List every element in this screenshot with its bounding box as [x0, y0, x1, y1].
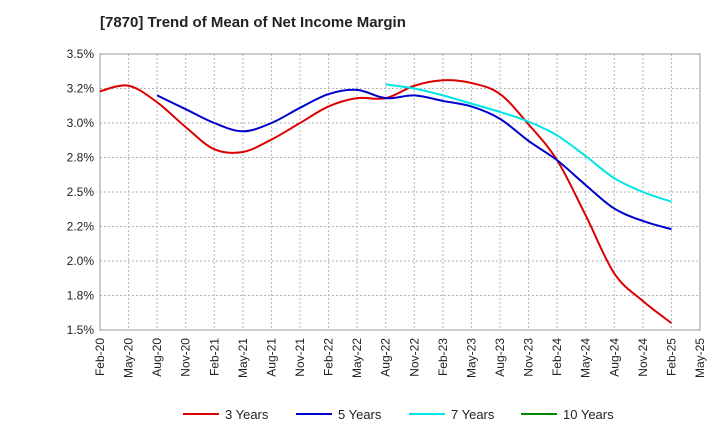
x-tick-label: May-25 [693, 338, 707, 378]
chart-title: [7870] Trend of Mean of Net Income Margi… [100, 14, 406, 31]
x-tick-label: Feb-21 [207, 338, 221, 376]
y-tick-label: 3.2% [67, 82, 95, 96]
x-tick-label: Aug-20 [150, 338, 164, 377]
legend-label-3-years: 3 Years [225, 407, 269, 422]
x-tick-label: Aug-22 [379, 338, 393, 377]
y-tick-label: 2.2% [67, 220, 95, 234]
plot-area [99, 53, 701, 331]
y-tick-label: 3.5% [67, 47, 95, 61]
x-tick-label: May-23 [464, 338, 478, 378]
legend-label-7-years: 7 Years [451, 407, 495, 422]
x-tick-label: Aug-23 [493, 338, 507, 377]
x-tick-label: Aug-24 [607, 338, 621, 377]
x-tick-label: May-24 [579, 338, 593, 378]
series-lines [99, 79, 673, 324]
x-tick-label: Feb-20 [93, 338, 107, 376]
y-axis: 1.5% 1.8% 2.0% 2.2% 2.5% 2.8% 3.0% 3.2% 3.5% [67, 47, 95, 337]
x-tick-label: Nov-23 [522, 338, 536, 377]
grid [99, 53, 701, 331]
x-tick-label: Feb-25 [664, 338, 678, 376]
y-tick-label: 1.5% [67, 323, 95, 337]
x-tick-label: Nov-21 [293, 338, 307, 377]
x-tick-label: Nov-20 [179, 338, 193, 377]
x-axis: Feb-20 May-20 Aug-20 Nov-20 Feb-21 May-21 Aug-… [93, 338, 707, 378]
legend: 3 Years 5 Years 7 Years 10 Years [183, 407, 614, 422]
x-tick-label: May-22 [350, 338, 364, 378]
x-tick-label: May-21 [236, 338, 250, 378]
x-tick-label: Nov-22 [407, 338, 421, 377]
legend-label-5-years: 5 Years [338, 407, 382, 422]
x-tick-label: Feb-23 [436, 338, 450, 376]
x-tick-label: Nov-24 [636, 338, 650, 377]
x-tick-label: Aug-21 [264, 338, 278, 377]
y-tick-label: 1.8% [67, 289, 95, 303]
y-tick-label: 3.0% [67, 116, 95, 130]
x-tick-label: May-20 [122, 338, 136, 378]
x-tick-label: Feb-22 [322, 338, 336, 376]
y-tick-label: 2.0% [67, 254, 95, 268]
legend-label-10-years: 10 Years [563, 407, 614, 422]
x-tick-label: Feb-24 [550, 338, 564, 376]
series-line-5-years [156, 88, 672, 231]
y-tick-label: 2.8% [67, 151, 95, 165]
series-line-7-years [385, 83, 672, 203]
y-tick-label: 2.5% [67, 185, 95, 199]
